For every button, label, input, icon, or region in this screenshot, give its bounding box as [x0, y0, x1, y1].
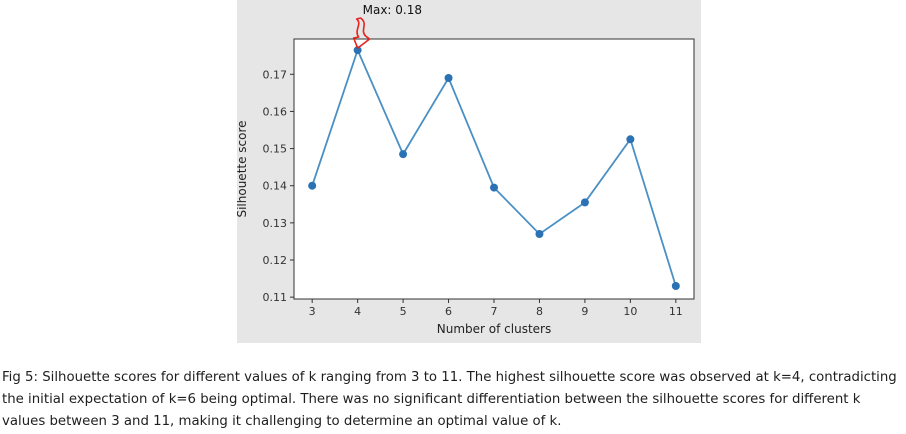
x-tick-label: 11 [669, 305, 683, 318]
y-tick-label: 0.11 [263, 291, 288, 304]
silhouette-chart: 3 4 5 6 7 8 9 10 11 0.11 0.12 0.13 0.14 0.15 0.16 0.17 N… [237, 3, 695, 336]
y-tick-label: 0.13 [263, 217, 288, 230]
y-tick-label: 0.15 [263, 143, 288, 156]
data-point [671, 282, 680, 290]
data-point [490, 183, 498, 192]
plot-area [293, 38, 695, 300]
y-tick-label: 0.14 [263, 180, 288, 193]
x-tick-label: 6 [445, 305, 452, 318]
x-tick-label: 4 [354, 305, 361, 318]
data-point [308, 181, 317, 190]
data-point [580, 198, 589, 207]
x-tick-label: 8 [536, 305, 543, 318]
x-tick-label: 9 [581, 305, 588, 318]
y-tick-label: 0.16 [263, 105, 288, 118]
x-tick-label: 5 [400, 305, 407, 318]
max-annotation-label: Max: 0.18 [363, 3, 422, 17]
data-point [353, 46, 362, 55]
x-tick-label: 3 [309, 305, 316, 318]
data-point [535, 230, 544, 238]
data-point [626, 135, 635, 144]
y-axis-label: Silhouette score [237, 120, 249, 217]
x-tick-label: 7 [491, 305, 498, 318]
figure-panel: 3 4 5 6 7 8 9 10 11 0.11 0.12 0.13 0.14 0.15 0.16 0.17 N… [237, 0, 701, 343]
x-axis-label: Number of clusters [437, 322, 551, 336]
data-point [399, 150, 408, 159]
data-point [444, 74, 453, 82]
x-tick-label: 10 [623, 305, 637, 318]
figure-caption: Fig 5: Silhouette scores for different v… [2, 370, 897, 429]
y-tick-label: 0.12 [263, 254, 288, 267]
y-tick-label: 0.17 [263, 68, 288, 81]
max-annotation-arrow [352, 17, 371, 49]
